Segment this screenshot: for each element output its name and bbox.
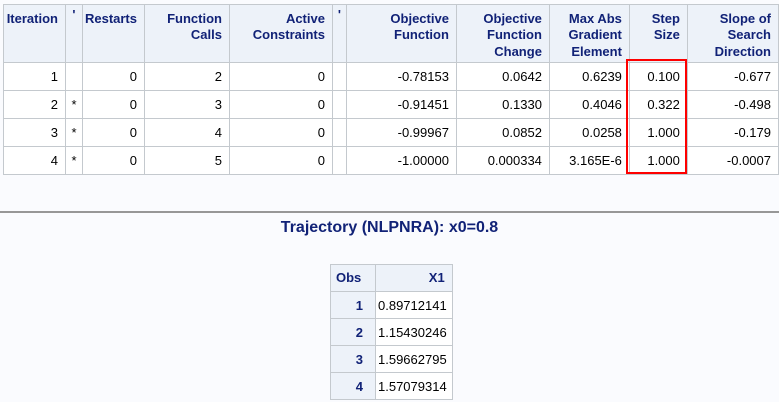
cell-x1: 1.57079314 (375, 372, 453, 400)
cell-step-size: 0.322 (628, 89, 688, 119)
cell-objective-function-change: 0.1330 (455, 89, 550, 119)
cell-tick (331, 89, 347, 119)
iteration-history-table: Iteration ' Restarts Function Calls Acti… (3, 4, 779, 175)
col-header-active-constraints: Active Constraints (228, 4, 333, 63)
cell-objective-function: -0.99967 (345, 117, 457, 147)
cell-obs: 1 (330, 291, 376, 319)
col-header-function-calls: Function Calls (144, 4, 230, 63)
cell-active-constraints: 0 (228, 89, 333, 119)
trajectory-table: Obs X1 1 0.89712141 2 1.15430246 3 1.596… (330, 264, 453, 400)
cell-function-calls: 3 (144, 89, 230, 119)
cell-obs: 4 (330, 372, 376, 400)
cell-objective-function: -0.91451 (345, 89, 457, 119)
cell-iteration: 3 (3, 117, 66, 147)
cell-function-calls: 4 (144, 117, 230, 147)
cell-tick (64, 61, 83, 91)
cell-iteration: 2 (3, 89, 66, 119)
cell-objective-function: -1.00000 (345, 145, 457, 175)
cell-restarts: 0 (81, 89, 146, 119)
iteration-row-2: 2 * 0 3 0 -0.91451 0.1330 0.4046 0.322 -… (3, 89, 779, 119)
cell-max-abs-gradient: 0.6239 (548, 61, 630, 91)
section-title: Trajectory (NLPNRA): x0=0.8 (280, 219, 499, 236)
iteration-row-1: 1 0 2 0 -0.78153 0.0642 0.6239 0.100 -0.… (3, 61, 779, 91)
cell-function-calls: 5 (144, 145, 230, 175)
cell-slope-search-direction: -0.498 (686, 89, 779, 119)
iteration-header-row: Iteration ' Restarts Function Calls Acti… (3, 4, 779, 63)
col-header-iteration: Iteration (3, 4, 66, 63)
cell-restarts: 0 (81, 117, 146, 147)
cell-x1: 0.89712141 (375, 291, 453, 319)
cell-x1: 1.59662795 (375, 345, 453, 373)
cell-slope-search-direction: -0.677 (686, 61, 779, 91)
cell-tick: * (64, 145, 83, 175)
cell-iteration: 4 (3, 145, 66, 175)
cell-iteration: 1 (3, 61, 66, 91)
trajectory-row-4: 4 1.57079314 (330, 372, 453, 400)
cell-objective-function-change: 0.0852 (455, 117, 550, 147)
trajectory-row-3: 3 1.59662795 (330, 345, 453, 373)
cell-active-constraints: 0 (228, 117, 333, 147)
iteration-row-4: 4 * 0 5 0 -1.00000 0.000334 3.165E-6 1.0… (3, 145, 779, 175)
cell-tick (331, 61, 347, 91)
cell-restarts: 0 (81, 61, 146, 91)
cell-slope-search-direction: -0.179 (686, 117, 779, 147)
cell-objective-function-change: 0.000334 (455, 145, 550, 175)
cell-tick: * (64, 117, 83, 147)
trajectory-row-1: 1 0.89712141 (330, 291, 453, 319)
iteration-row-3: 3 * 0 4 0 -0.99967 0.0852 0.0258 1.000 -… (3, 117, 779, 147)
cell-active-constraints: 0 (228, 61, 333, 91)
cell-step-size: 1.000 (628, 117, 688, 147)
cell-max-abs-gradient: 3.165E-6 (548, 145, 630, 175)
col-header-tick-2: ' (331, 4, 347, 63)
cell-tick: * (64, 89, 83, 119)
col-header-x1: X1 (375, 264, 453, 292)
col-header-slope-search-direction: Slope of Search Direction (686, 4, 779, 63)
col-header-tick-1: ' (64, 4, 83, 63)
cell-function-calls: 2 (144, 61, 230, 91)
cell-max-abs-gradient: 0.4046 (548, 89, 630, 119)
cell-active-constraints: 0 (228, 145, 333, 175)
col-header-max-abs-gradient: Max Abs Gradient Element (548, 4, 630, 63)
cell-tick (331, 117, 347, 147)
cell-step-size: 1.000 (628, 145, 688, 175)
col-header-obs: Obs (330, 264, 376, 292)
cell-max-abs-gradient: 0.0258 (548, 117, 630, 147)
cell-restarts: 0 (81, 145, 146, 175)
col-header-restarts: Restarts (81, 4, 146, 63)
col-header-objective-function-change: Objective Function Change (455, 4, 550, 63)
col-header-objective-function: Objective Function (345, 4, 457, 63)
cell-objective-function-change: 0.0642 (455, 61, 550, 91)
trajectory-header-row: Obs X1 (330, 264, 453, 292)
cell-objective-function: -0.78153 (345, 61, 457, 91)
col-header-step-size: Step Size (628, 4, 688, 63)
cell-obs: 3 (330, 345, 376, 373)
cell-obs: 2 (330, 318, 376, 346)
trajectory-row-2: 2 1.15430246 (330, 318, 453, 346)
cell-tick (331, 145, 347, 175)
cell-step-size: 0.100 (628, 61, 688, 91)
cell-x1: 1.15430246 (375, 318, 453, 346)
cell-slope-search-direction: -0.0007 (686, 145, 779, 175)
horizontal-divider (0, 211, 779, 213)
